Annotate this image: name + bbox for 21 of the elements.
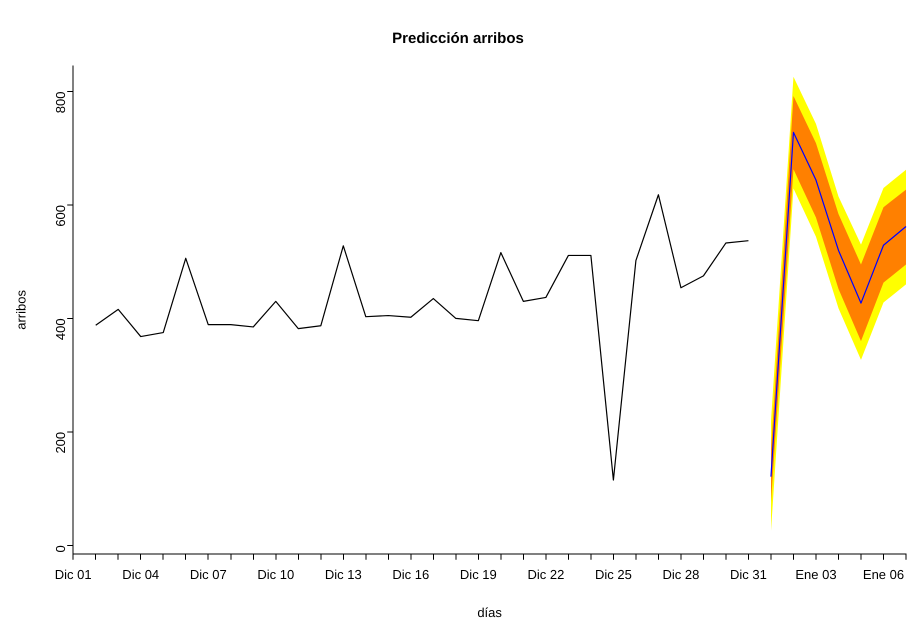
x-tick-label: Dic 31 bbox=[730, 567, 767, 582]
chart-title: Predicción arribos bbox=[392, 30, 524, 48]
x-axis-title: días bbox=[477, 604, 502, 620]
x-tick-label: Dic 28 bbox=[662, 567, 700, 582]
x-tick-label: Ene 06 bbox=[862, 567, 904, 582]
y-tick-label: 800 bbox=[52, 92, 68, 114]
x-tick-label: Dic 10 bbox=[257, 567, 294, 582]
y-tick-label: 400 bbox=[52, 318, 68, 340]
x-tick-label: Dic 19 bbox=[460, 567, 497, 582]
x-tick-label: Dic 22 bbox=[527, 567, 564, 582]
y-tick-label: 200 bbox=[52, 432, 68, 454]
y-tick-label: 600 bbox=[52, 204, 68, 227]
y-tick-label: 0 bbox=[52, 545, 68, 553]
x-tick-label: Dic 25 bbox=[594, 567, 632, 582]
x-tick-label: Dic 01 bbox=[54, 567, 92, 582]
x-tick-label: Dic 07 bbox=[190, 567, 227, 582]
x-tick-label: Dic 16 bbox=[392, 567, 430, 582]
x-tick-label: Dic 13 bbox=[324, 567, 362, 582]
y-axis-title: arribos bbox=[13, 290, 28, 330]
x-tick-label: Dic 04 bbox=[122, 567, 160, 582]
x-tick-label: Ene 03 bbox=[795, 567, 837, 582]
